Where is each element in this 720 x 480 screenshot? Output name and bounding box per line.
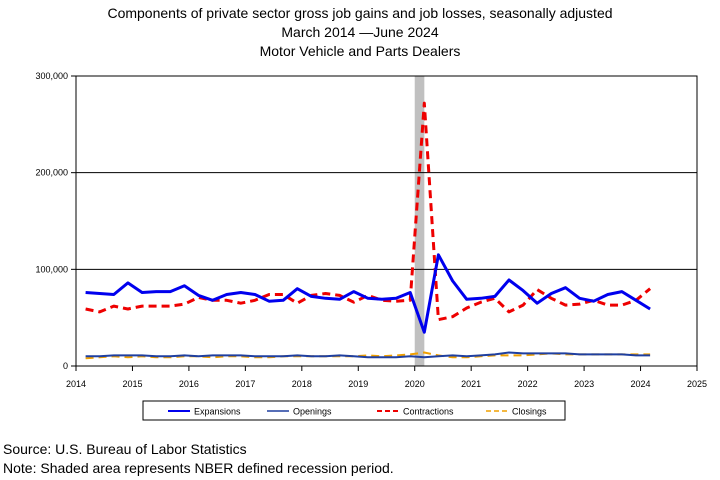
x-tick-label: 2025 [687,379,707,389]
series-line-openings [85,351,651,359]
x-tick-label: 2021 [461,379,481,389]
legend-label-openings: Openings [293,407,332,417]
x-tick-label: 2022 [518,379,538,389]
x-tick-label: 2014 [66,379,86,389]
legend-label-closings: Closings [512,407,547,417]
recession-shading-layer [414,76,425,366]
y-tick-label: 100,000 [35,264,68,274]
x-tick-label: 2016 [179,379,199,389]
source-note: Source: U.S. Bureau of Labor Statistics [3,441,247,457]
x-tick-label: 2023 [574,379,594,389]
x-tick-label: 2018 [292,379,312,389]
y-tick-label: 200,000 [35,168,68,178]
chart-title-block: Components of private sector gross job g… [0,4,720,61]
plot-area [76,76,697,366]
footnotes: Source: U.S. Bureau of Labor Statistics … [3,440,394,478]
chart-subtitle-dates: March 2014 —June 2024 [281,24,439,40]
recession-shading [414,76,425,366]
plot-background [76,76,697,366]
series-line-expansions [85,253,651,334]
series-lines [85,101,652,360]
legend-box [142,400,566,421]
plot-frame [75,75,698,367]
legend: Expansions Openings Contractions Closings [142,400,566,421]
x-tick-label: 2020 [405,379,425,389]
chart-title: Components of private sector gross job g… [107,5,613,21]
legend-label-expansions: Expansions [194,407,241,417]
legend-label-contractions: Contractions [403,407,454,417]
x-tick-label: 2024 [631,379,651,389]
recession-note: Note: Shaded area represents NBER define… [3,460,394,476]
x-tick-label: 2015 [122,379,142,389]
x-tick-label: 2019 [348,379,368,389]
series-line-contractions [85,101,652,322]
axes: 0 100,000 200,000 300,000 2014 2015 2016 2017 20… [35,71,707,389]
chart-subtitle-industry: Motor Vehicle and Parts Dealers [259,43,461,59]
y-tick-label: 0 [63,361,68,371]
y-tick-label: 300,000 [35,71,68,81]
x-tick-label: 2017 [235,379,255,389]
